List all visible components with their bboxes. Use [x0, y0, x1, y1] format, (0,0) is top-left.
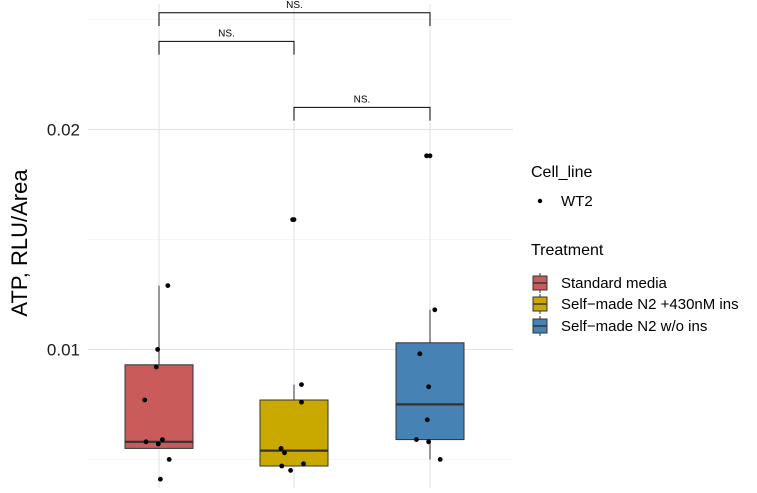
y-tick-label: 0.01 [47, 340, 80, 359]
legend-key-point [537, 198, 543, 204]
data-point [282, 450, 287, 456]
data-point [155, 347, 161, 352]
data-point [278, 446, 284, 451]
data-point [432, 307, 438, 313]
legend-label-wt2: WT2 [561, 193, 593, 210]
data-point [301, 461, 306, 467]
significance-bracket [293, 106, 431, 121]
significance-label: NS. [286, 0, 303, 11]
boxes [124, 285, 465, 467]
significance-brackets: NS. NS. NS. [158, 0, 431, 121]
box-2 [259, 384, 329, 467]
data-point [437, 457, 443, 462]
data-point [299, 399, 304, 405]
significance-label: NS. [354, 94, 371, 105]
box-body [124, 364, 194, 449]
significance-bracket [158, 12, 431, 26]
legend-key-1 [532, 273, 548, 293]
legend-label-n2-wo-ins: Self−made N2 w/o ins [561, 318, 707, 335]
data-point [153, 364, 159, 370]
box-body [395, 342, 465, 441]
data-point [424, 153, 429, 159]
data-point [417, 351, 423, 357]
data-point [165, 283, 171, 288]
data-point [426, 439, 432, 445]
data-point [299, 382, 304, 387]
legend-treatment-keys [532, 273, 548, 336]
legend-label-n2-430nm-ins: Self−made N2 +430nM ins [561, 296, 739, 313]
y-axis-title: ATP, RLU/Area [7, 169, 32, 317]
legend-key-2 [532, 294, 548, 314]
legend-title-cell-line: Cell_line [531, 164, 592, 181]
data-point [291, 217, 297, 223]
y-axis: 0.01 0.02 [47, 120, 80, 359]
legend-title-treatment: Treatment [531, 242, 604, 259]
data-point [288, 468, 293, 473]
data-point [427, 153, 433, 159]
data-point [142, 397, 148, 403]
data-point [426, 384, 432, 390]
data-point [424, 417, 430, 423]
data-point [160, 437, 165, 442]
data-point [143, 439, 149, 445]
significance-bracket [158, 40, 295, 55]
data-point [157, 476, 163, 482]
data-point [414, 437, 419, 442]
data-points [142, 153, 443, 482]
legend-label-standard-media: Standard media [561, 275, 668, 292]
box-1 [124, 285, 194, 449]
data-point [166, 457, 172, 462]
box-3 [395, 309, 465, 460]
significance-label: NS. [218, 28, 235, 39]
legend: Cell_line WT2 Treatment Standard media S… [531, 164, 739, 336]
data-point [279, 463, 285, 469]
y-tick-label: 0.02 [47, 120, 80, 139]
box-body [259, 399, 329, 467]
data-point [155, 441, 161, 447]
legend-key-3 [532, 316, 548, 336]
